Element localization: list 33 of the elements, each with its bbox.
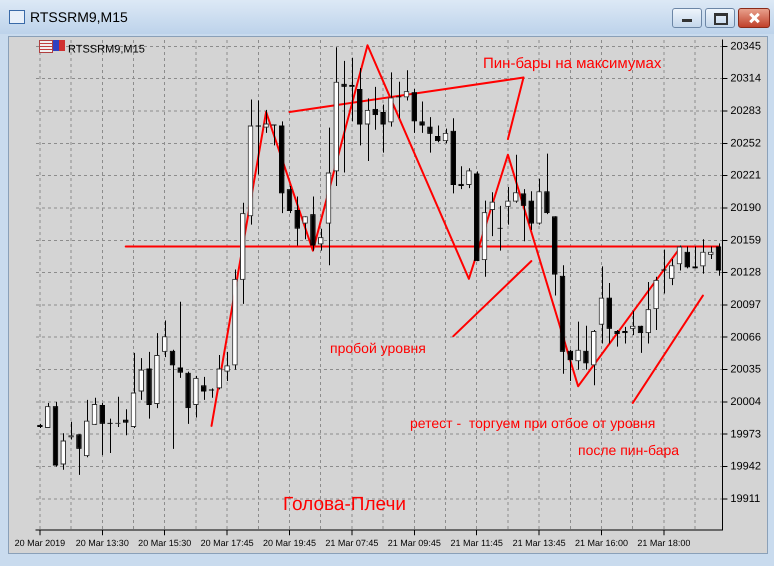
x-tick-label: 21 Mar 18:00	[637, 538, 690, 548]
y-tick-label: 19973	[730, 428, 762, 440]
x-tick-label: 20 Mar 19:45	[262, 538, 316, 548]
annotation: после пин-бара	[578, 442, 680, 458]
x-tick-label: 20 Mar 2019	[14, 538, 66, 548]
y-tick-label: 20004	[730, 396, 762, 408]
x-tick-label: 21 Mar 09:45	[388, 538, 441, 548]
x-tick-label: 20 Mar 15:30	[138, 538, 192, 548]
x-tick-label: 20 Mar 17:45	[200, 538, 254, 548]
y-tick-label: 20035	[730, 364, 762, 376]
x-tick-label: 21 Mar 07:45	[325, 538, 378, 548]
y-tick-label: 20097	[730, 298, 762, 311]
y-tick-label: 20283	[730, 104, 762, 117]
chart-title: RTSSRM9,M15	[30, 9, 128, 25]
y-tick-label: 20190	[730, 202, 762, 214]
annotation: ретест - торгуем при отбое от уровня	[410, 415, 656, 431]
y-tick-label: 20066	[730, 331, 762, 344]
y-tick-label: 20221	[730, 170, 762, 182]
y-tick-label: 20128	[730, 266, 762, 279]
x-tick-label: 21 Mar 13:45	[512, 538, 566, 548]
y-tick-label: 20159	[730, 234, 762, 246]
annotation: пробой уровня	[330, 340, 426, 356]
chart-title: RTSSRM9,M15	[68, 44, 145, 56]
y-tick-label: 19911	[730, 492, 760, 505]
y-tick-label: 19942	[730, 460, 762, 473]
x-tick-label: 21 Mar 11:45	[450, 538, 503, 548]
y-tick-label: 20314	[730, 72, 762, 85]
annotation: Голова-Плечи	[283, 494, 406, 515]
y-tick-label: 20345	[730, 40, 762, 52]
x-tick-label: 21 Mar 16:00	[574, 538, 628, 548]
x-tick-label: 20 Mar 13:30	[76, 538, 129, 548]
annotation: Пин-бары на максимумах	[483, 55, 662, 72]
y-tick-label: 20252	[730, 137, 762, 150]
